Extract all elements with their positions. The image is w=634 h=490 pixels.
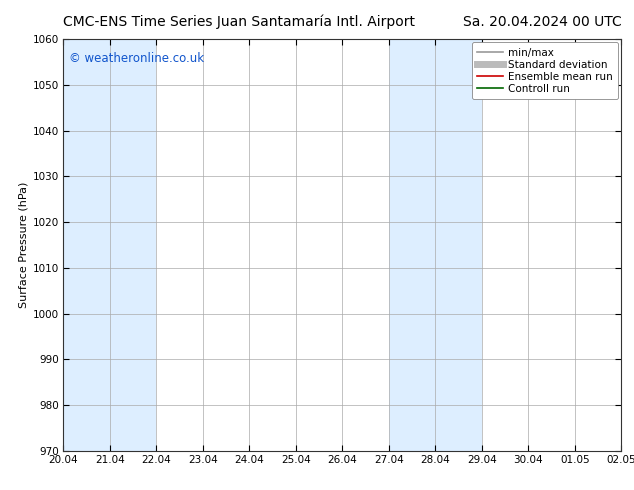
Text: © weatheronline.co.uk: © weatheronline.co.uk xyxy=(69,51,204,65)
Text: Sa. 20.04.2024 00 UTC: Sa. 20.04.2024 00 UTC xyxy=(463,15,621,29)
Bar xyxy=(389,39,436,451)
Text: CMC-ENS Time Series Juan Santamaría Intl. Airport: CMC-ENS Time Series Juan Santamaría Intl… xyxy=(63,15,415,29)
Bar xyxy=(110,39,157,451)
Bar xyxy=(63,39,110,451)
Y-axis label: Surface Pressure (hPa): Surface Pressure (hPa) xyxy=(19,182,29,308)
Legend: min/max, Standard deviation, Ensemble mean run, Controll run: min/max, Standard deviation, Ensemble me… xyxy=(472,42,618,99)
Bar xyxy=(436,39,482,451)
